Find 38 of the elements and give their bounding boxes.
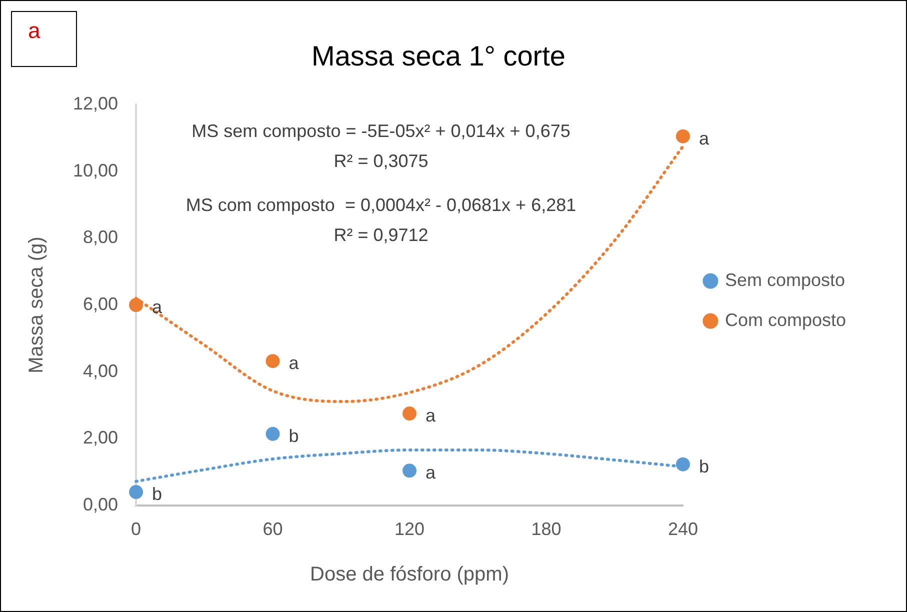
y-tick-label: 12,00 [72,94,118,114]
x-tick-label: 60 [262,519,283,540]
annotation: a [288,353,300,374]
y-tick-label: 6,00 [82,294,118,314]
text: a [11,11,77,67]
annotation: b [152,484,162,504]
annotation: b [698,456,709,476]
legend-label: Sem composto [724,270,846,290]
point [129,485,144,500]
x-tick-label: 120 [394,519,425,540]
y-tick-label: 10,00 [72,160,118,180]
x-tick-label: 0 [131,519,142,540]
x-tick-label: 240 [668,519,698,540]
point [266,354,280,368]
point [676,129,690,144]
y-axis-title: Massa seca (g) [26,236,48,374]
annotation: a [698,128,710,148]
annotation: R² = 0,3075 [334,150,428,171]
annotation: R² = 0,9712 [334,224,428,245]
chart-title: Massa seca 1° corte [312,40,566,72]
y-tick-label: 4,00 [82,360,118,381]
annotation: a [426,462,436,483]
y-tick-label: 0,00 [82,494,118,514]
y-tick-label: 8,00 [82,227,118,248]
point [402,406,416,421]
point [402,464,416,478]
annotation: b [288,426,299,446]
point [266,426,280,441]
point [129,298,144,312]
x-axis-title: Dose de fósforo (ppm) [310,564,509,586]
annotation: MS com composto = 0,0004x² - 0,0681x + 6,281 [186,194,576,215]
point [676,457,690,472]
legend-label: Com composto [724,310,846,330]
annotation: a [426,406,436,426]
annotation: a [152,296,164,317]
x-tick-label: 180 [531,519,562,540]
y-tick-label: 2,00 [82,428,118,448]
annotation: MS sem composto = -5E-05x² + 0,014x + 0,675 [192,120,570,141]
